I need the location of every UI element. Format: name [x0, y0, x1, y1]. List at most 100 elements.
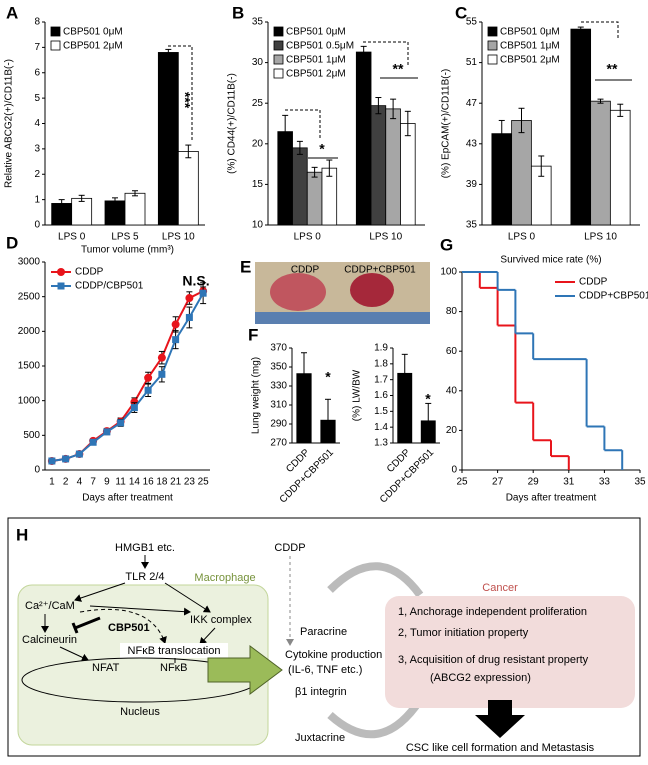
legend-label: CBP501 2μM [63, 41, 123, 52]
y-tick-label: 1.5 [374, 406, 388, 417]
drug: CBP501 [108, 622, 150, 634]
bar [71, 197, 93, 226]
cancer-box [385, 596, 635, 708]
bar [385, 108, 401, 226]
diagram-frame [7, 517, 641, 757]
y-tick-label: 2000 [18, 326, 41, 337]
x-tick-label: 2 [63, 477, 69, 488]
panel-letter: G [440, 235, 453, 254]
panel-letter: A [6, 3, 18, 22]
x-tick-label: 35 [634, 477, 646, 488]
marker [185, 313, 193, 321]
photo-label: CDDP+CBP501 [344, 265, 416, 276]
dashed-arrow [79, 608, 167, 644]
bar [590, 100, 611, 226]
annotation: * [325, 369, 331, 385]
y-axis-label: (%) LW/BW [352, 369, 363, 421]
node: Calcineurin [22, 634, 77, 646]
y-tick-label: 8 [34, 17, 40, 28]
y-axis-label: (%) EpCAM(+)/CD11B(-) [441, 69, 452, 179]
node: CDDP [274, 542, 305, 554]
x-tick-label: 9 [104, 477, 110, 488]
legend-swatch [273, 68, 284, 79]
significance-bracket [285, 109, 321, 140]
y-tick-label: 290 [270, 419, 287, 430]
y-tick-label: 100 [440, 267, 457, 278]
y-tick-label: 20 [446, 425, 458, 436]
legend-marker [57, 282, 65, 290]
marker [158, 370, 166, 378]
x-tick-label: LPS 10 [162, 232, 195, 243]
x-tick-label: 4 [77, 477, 83, 488]
legend-label: CBP501 0μM [63, 27, 123, 38]
line [51, 290, 204, 462]
y-tick-label: 35 [252, 17, 264, 28]
legend-label: CBP501 0.5μM [286, 41, 354, 52]
x-tick-label: 27 [492, 477, 504, 488]
y-tick-label: 1.7 [374, 374, 388, 385]
photo-label: CDDP [291, 265, 320, 276]
arrow [199, 627, 216, 645]
y-tick-label: 1.3 [374, 438, 388, 449]
legend-label: CBP501 0μM [286, 27, 346, 38]
lung-combo [350, 273, 394, 307]
marker [103, 428, 111, 436]
x-tick-label: 14 [129, 477, 141, 488]
x-tick-label: 25 [456, 477, 468, 488]
legend-label: CDDP [75, 267, 104, 278]
panel-letter: H [16, 525, 28, 544]
panel-letter: B [232, 3, 244, 22]
significance-bracket [363, 41, 409, 66]
x-axis-label: Days after treatment [506, 493, 597, 504]
marker [144, 373, 153, 382]
marker [75, 450, 83, 458]
legend-label: CBP501 2μM [500, 55, 560, 66]
x-tick-label: 1 [49, 477, 55, 488]
bar [511, 120, 532, 226]
inhibition [74, 616, 101, 630]
y-tick-label: 39 [466, 179, 478, 190]
marker [185, 294, 194, 303]
x-tick-label: 11 [115, 477, 126, 488]
y-tick-label: 40 [446, 385, 458, 396]
x-tick-label: 33 [599, 477, 611, 488]
y-tick-label: 25 [252, 98, 264, 109]
x-tick-label: 25 [198, 477, 210, 488]
legend-label: CBP501 1μM [500, 41, 560, 52]
y-tick-label: 1500 [18, 361, 41, 372]
big-arrow [207, 645, 283, 695]
legend-swatch [487, 54, 498, 65]
bar [157, 52, 179, 226]
bar [570, 28, 592, 226]
legend-label: CDDP+CBP501 [579, 291, 648, 302]
arrow [59, 646, 89, 662]
node: β1 integrin [295, 686, 347, 698]
marker [117, 419, 125, 427]
bar [306, 171, 323, 226]
node: (IL-6, TNF etc.) [288, 664, 362, 676]
bar [400, 123, 416, 226]
node: Paracrine [300, 626, 347, 638]
y-tick-label: 370 [270, 343, 287, 354]
x-tick-label: LPS 10 [369, 232, 402, 243]
y-tick-label: 7 [34, 42, 40, 53]
marker [62, 455, 70, 463]
bar [104, 200, 126, 226]
y-tick-label: 4 [34, 118, 40, 129]
y-tick-label: 3000 [18, 257, 41, 268]
y-tick-label: 51 [466, 57, 478, 68]
annotation: *** [177, 92, 193, 109]
panel-letter: D [6, 233, 18, 252]
y-tick-label: 2 [34, 169, 40, 180]
x-tick-label: 29 [528, 477, 540, 488]
inhibition-bar [71, 622, 79, 634]
node: NFκB translocation [128, 645, 221, 657]
marker [171, 320, 180, 329]
legend-label: CDDP [579, 277, 608, 288]
arrow [164, 582, 211, 613]
legend-label: CBP501 1μM [286, 55, 346, 66]
marker [172, 336, 180, 344]
y-tick-label: 30 [252, 57, 264, 68]
lung-cddp [270, 273, 326, 311]
